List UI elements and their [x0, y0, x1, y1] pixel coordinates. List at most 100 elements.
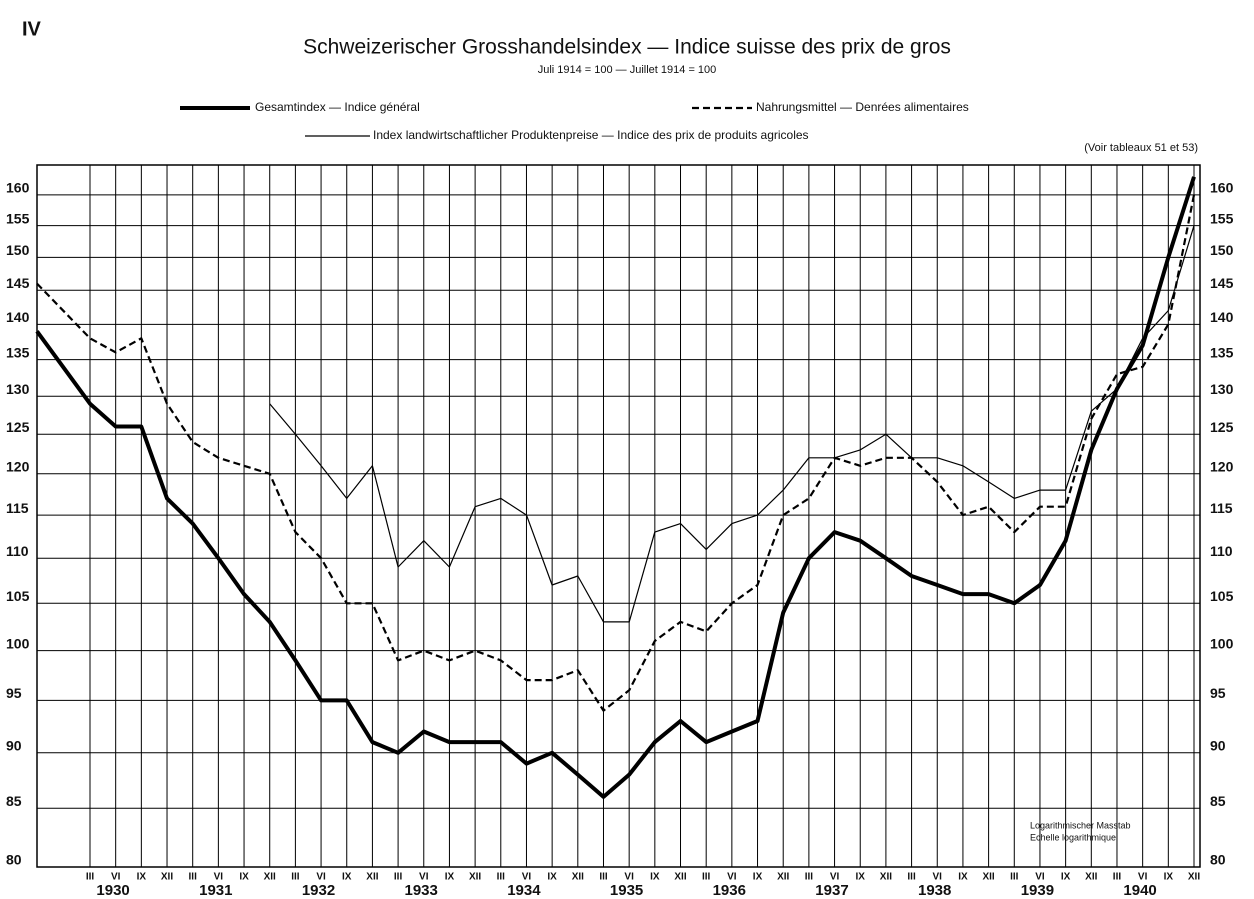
y-tick-label: 140 — [1210, 309, 1234, 325]
y-tick-label: 100 — [6, 635, 30, 651]
x-tick-label: III — [497, 872, 506, 883]
x-tick-label: III — [394, 872, 403, 883]
y-tick-label: 150 — [1210, 242, 1234, 258]
y-tick-label: 140 — [6, 309, 30, 325]
x-tick-label: IX — [650, 872, 660, 883]
year-label: 1940 — [1123, 882, 1156, 899]
y-tick-label: 120 — [6, 459, 30, 475]
x-tick-label: XII — [880, 872, 892, 883]
y-tick-label: 120 — [1210, 459, 1234, 475]
year-label: 1939 — [1021, 882, 1054, 899]
series-line — [36, 194, 1196, 712]
x-tick-label: XII — [1085, 872, 1097, 883]
y-tick-label: 80 — [6, 852, 22, 868]
year-label: 1935 — [610, 882, 643, 899]
x-tick-label: IX — [753, 872, 763, 883]
x-tick-label: III — [291, 872, 300, 883]
x-tick-label: XII — [469, 872, 481, 883]
x-tick-label: XII — [1188, 872, 1200, 883]
y-tick-label: 105 — [1210, 588, 1234, 604]
x-tick-label: III — [86, 872, 95, 883]
y-tick-label: 105 — [6, 588, 30, 604]
y-tick-label: 125 — [6, 419, 30, 435]
x-tick-label: III — [1113, 872, 1122, 883]
year-label: 1936 — [713, 882, 746, 899]
scale-note: Logarithmischer Masstab — [1030, 820, 1131, 830]
y-tick-label: 125 — [1210, 419, 1234, 435]
note: (Voir tableaux 51 et 53) — [1084, 142, 1198, 154]
year-label: 1933 — [405, 882, 438, 899]
x-tick-label: IX — [342, 872, 352, 883]
y-tick-label: 95 — [6, 685, 22, 701]
legend-label: Gesamtindex — Indice général — [255, 100, 420, 114]
scale-note: Echelle logarithmique — [1030, 832, 1116, 842]
x-tick-label: IX — [1164, 872, 1174, 883]
x-tick-label: XII — [366, 872, 378, 883]
x-tick-label: VI — [727, 872, 737, 883]
y-tick-label: 110 — [6, 543, 29, 559]
year-label: 1930 — [96, 882, 129, 899]
y-tick-label: 90 — [6, 737, 22, 753]
x-tick-label: VI — [214, 872, 224, 883]
y-tick-label: 80 — [1210, 852, 1226, 868]
x-tick-label: IX — [547, 872, 557, 883]
plot-frame — [36, 164, 1201, 868]
legend-label: Index landwirtschaftlicher Produktenprei… — [373, 128, 809, 142]
x-tick-label: IX — [958, 872, 968, 883]
x-tick-label: IX — [239, 872, 249, 883]
y-tick-label: 145 — [6, 275, 30, 291]
year-label: 1934 — [507, 882, 541, 899]
x-tick-label: XII — [674, 872, 686, 883]
y-tick-label: 150 — [6, 242, 30, 258]
y-tick-label: 155 — [6, 210, 30, 226]
chart-label: IV — [22, 18, 42, 40]
y-tick-label: 160 — [6, 180, 30, 196]
year-label: 1931 — [199, 882, 232, 899]
chart-title: Schweizerischer Grosshandelsindex — Indi… — [303, 36, 951, 59]
x-tick-label: VI — [316, 872, 326, 883]
x-tick-label: XII — [982, 872, 994, 883]
y-tick-label: 160 — [1210, 180, 1234, 196]
legend-label: Nahrungsmittel — Denrées alimentaires — [756, 100, 969, 114]
x-tick-label: VI — [624, 872, 634, 883]
x-tick-label: VI — [1035, 872, 1045, 883]
y-tick-label: 90 — [1210, 737, 1226, 753]
x-tick-label: III — [189, 872, 198, 883]
x-tick-label: III — [907, 872, 916, 883]
series-line — [269, 225, 1195, 623]
y-tick-label: 155 — [1210, 210, 1234, 226]
y-tick-label: 85 — [1210, 793, 1226, 809]
x-tick-label: IX — [137, 872, 147, 883]
year-label: 1937 — [815, 882, 848, 899]
y-tick-label: 95 — [1210, 685, 1226, 701]
x-tick-label: VI — [933, 872, 943, 883]
year-label: 1938 — [918, 882, 951, 899]
x-tick-label: VI — [1138, 872, 1148, 883]
y-tick-label: 145 — [1210, 275, 1234, 291]
year-label: 1932 — [302, 882, 335, 899]
y-tick-label: 115 — [6, 500, 29, 516]
x-tick-label: IX — [445, 872, 455, 883]
y-tick-label: 85 — [6, 793, 22, 809]
x-tick-label: XII — [161, 872, 173, 883]
x-tick-label: VI — [419, 872, 429, 883]
x-tick-label: III — [805, 872, 814, 883]
y-tick-label: 110 — [1210, 543, 1233, 559]
x-tick-label: XII — [777, 872, 789, 883]
series-line — [35, 176, 1196, 799]
x-tick-label: III — [702, 872, 711, 883]
x-tick-label: VI — [111, 872, 121, 883]
y-tick-label: 115 — [1210, 500, 1233, 516]
x-tick-label: VI — [522, 872, 532, 883]
y-tick-label: 130 — [6, 381, 30, 397]
x-tick-label: III — [599, 872, 608, 883]
y-tick-label: 130 — [1210, 381, 1234, 397]
x-tick-label: XII — [572, 872, 584, 883]
y-tick-label: 135 — [1210, 344, 1234, 360]
y-tick-label: 100 — [1210, 635, 1234, 651]
chart-subtitle: Juli 1914 = 100 — Juillet 1914 = 100 — [538, 64, 717, 76]
x-tick-label: III — [1010, 872, 1019, 883]
x-tick-label: XII — [264, 872, 276, 883]
y-tick-label: 135 — [6, 344, 30, 360]
